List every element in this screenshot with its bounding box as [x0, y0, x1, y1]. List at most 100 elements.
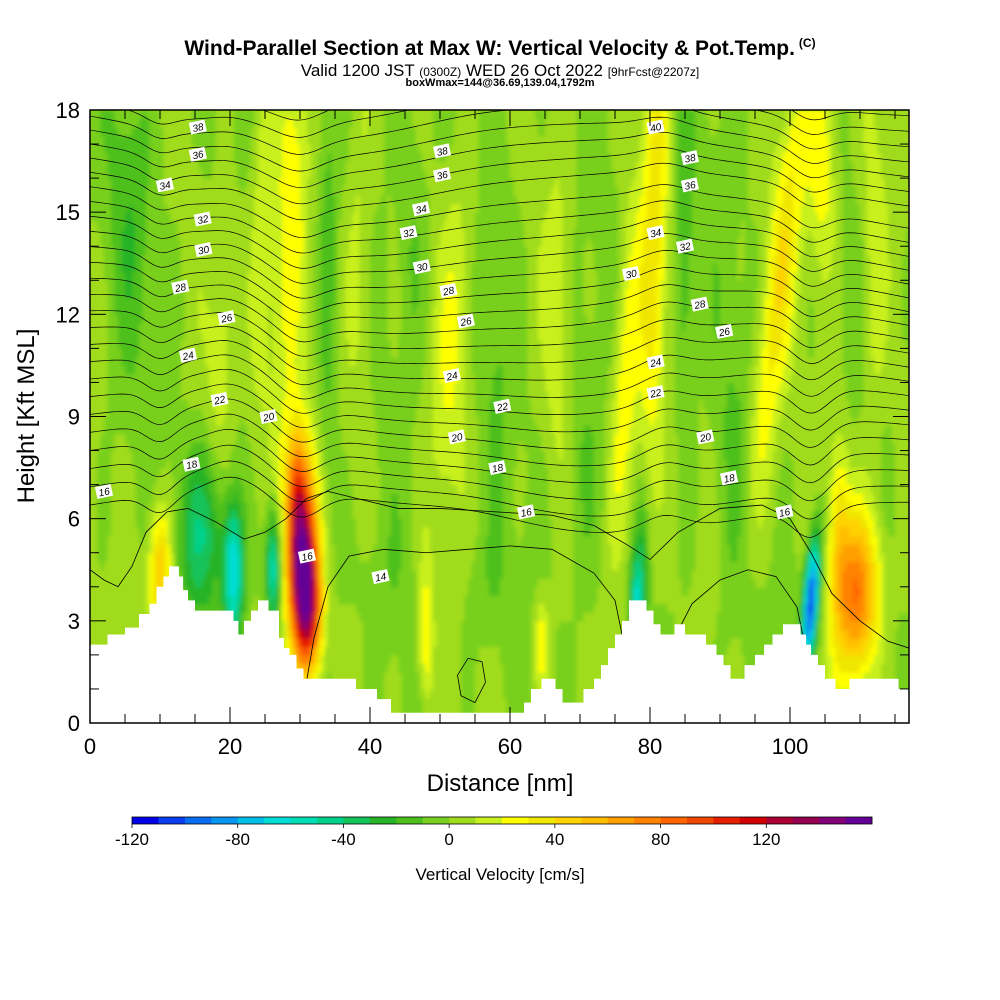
w-cell	[247, 271, 252, 281]
w-cell	[219, 518, 224, 528]
w-cell	[93, 169, 98, 179]
w-cell	[237, 322, 242, 332]
w-cell	[258, 416, 263, 426]
w-cell	[132, 339, 137, 349]
w-cell	[223, 484, 228, 494]
w-cell	[128, 544, 133, 554]
w-cell	[216, 535, 221, 545]
w-cell	[254, 493, 259, 503]
w-cell	[286, 118, 291, 128]
w-cell	[191, 373, 196, 384]
w-cell	[90, 220, 95, 230]
w-cell	[177, 561, 182, 571]
w-cell	[114, 178, 119, 188]
w-cell	[111, 493, 116, 503]
w-cell	[261, 390, 266, 401]
w-cell	[107, 356, 112, 367]
w-cell	[167, 144, 172, 154]
w-cell	[324, 399, 329, 409]
w-cell	[156, 118, 161, 128]
w-cell	[324, 407, 329, 418]
w-cell	[254, 390, 259, 401]
w-cell	[247, 331, 252, 341]
w-cell	[254, 535, 259, 545]
w-cell	[216, 493, 221, 503]
w-cell	[107, 518, 112, 528]
w-cell	[125, 178, 130, 188]
w-cell	[181, 118, 186, 128]
w-cell	[226, 220, 231, 230]
w-cell	[170, 186, 175, 196]
w-cell	[153, 152, 158, 162]
w-cell	[321, 552, 326, 562]
w-cell	[272, 288, 277, 298]
w-cell	[142, 288, 147, 298]
w-cell	[114, 425, 119, 435]
w-cell	[100, 544, 105, 554]
w-cell	[128, 569, 133, 579]
w-cell	[237, 161, 242, 171]
w-cell	[100, 203, 105, 213]
w-cell	[205, 416, 210, 426]
w-cell	[104, 595, 109, 605]
w-cell	[219, 246, 224, 256]
w-cell	[226, 280, 231, 290]
w-cell	[114, 314, 119, 324]
w-cell	[240, 484, 245, 494]
w-cell	[233, 169, 238, 179]
w-cell	[237, 339, 242, 349]
w-cell	[93, 365, 98, 375]
w-cell	[104, 297, 109, 307]
w-cell	[331, 595, 336, 605]
w-cell	[247, 280, 252, 290]
w-cell	[324, 552, 329, 562]
w-cell	[142, 578, 147, 588]
w-cell	[258, 390, 263, 401]
w-cell	[100, 586, 105, 596]
w-cell	[160, 356, 165, 367]
w-cell	[265, 569, 270, 579]
w-cell	[279, 365, 284, 375]
w-cell	[142, 161, 147, 171]
w-cell	[114, 331, 119, 341]
w-cell	[184, 314, 189, 324]
w-cell	[324, 527, 329, 537]
w-cell	[279, 484, 284, 494]
w-cell	[237, 552, 242, 562]
w-cell	[174, 356, 179, 367]
w-cell	[233, 118, 238, 128]
w-cell	[160, 365, 165, 375]
w-cell	[286, 237, 291, 247]
w-cell	[226, 110, 231, 120]
w-cell	[261, 425, 266, 435]
w-cell	[195, 569, 200, 579]
w-cell	[209, 297, 214, 307]
w-cell	[191, 263, 196, 273]
w-cell	[111, 212, 116, 222]
w-cell	[132, 305, 137, 315]
w-cell	[209, 467, 214, 477]
w-cell	[181, 399, 186, 409]
w-cell	[195, 203, 200, 213]
w-cell	[244, 433, 249, 443]
w-cell	[128, 552, 133, 562]
w-cell	[258, 493, 263, 503]
w-cell	[111, 629, 116, 639]
w-cell	[324, 365, 329, 375]
w-cell	[177, 544, 182, 554]
w-cell	[118, 518, 123, 528]
w-cell	[100, 229, 105, 239]
w-cell	[317, 237, 322, 247]
w-cell	[184, 510, 189, 520]
w-cell	[170, 229, 175, 239]
w-cell	[198, 254, 203, 264]
w-cell	[107, 535, 112, 545]
w-cell	[223, 433, 228, 443]
w-cell	[163, 390, 168, 401]
w-cell	[202, 178, 207, 188]
w-cell	[293, 637, 298, 647]
w-cell	[128, 144, 133, 154]
w-cell	[314, 501, 319, 511]
w-cell	[244, 288, 249, 298]
w-cell	[128, 407, 133, 418]
